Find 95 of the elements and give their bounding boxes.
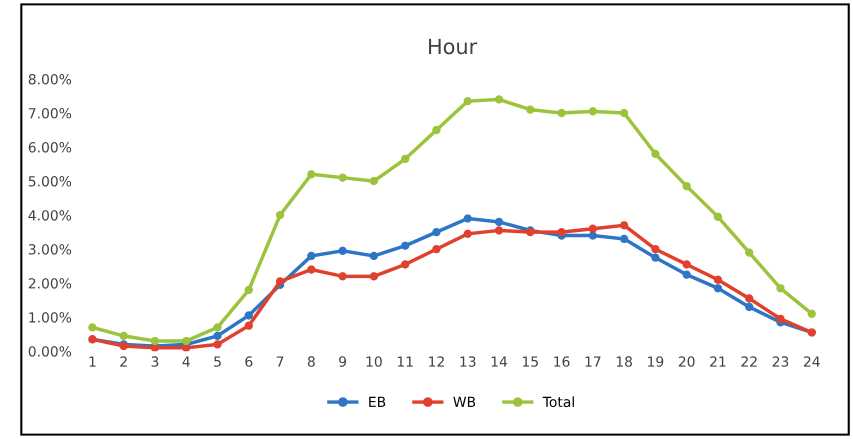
- point: [557, 228, 566, 236]
- point: [682, 270, 691, 279]
- point: [745, 294, 754, 303]
- point: [307, 170, 316, 178]
- point: [213, 340, 222, 349]
- x-tick-label: 11: [398, 356, 413, 367]
- point: [776, 284, 785, 292]
- x-tick-label: 12: [429, 356, 444, 367]
- point: [494, 218, 504, 226]
- point: [494, 95, 504, 104]
- point: [120, 332, 128, 340]
- point: [370, 252, 378, 260]
- point: [808, 310, 816, 318]
- point: [213, 323, 222, 332]
- point: [464, 214, 472, 223]
- x-tick-label: 6: [245, 356, 252, 367]
- point: [557, 108, 566, 118]
- y-tick-label: 1.00%: [29, 312, 72, 323]
- y-tick-label: 7.00%: [28, 108, 72, 119]
- point: [307, 265, 316, 274]
- x-tick-label: 10: [366, 356, 382, 367]
- point: [745, 248, 754, 257]
- chart-title: Hour: [429, 38, 478, 54]
- point: [370, 176, 378, 186]
- point: [745, 302, 754, 312]
- point: [182, 344, 190, 352]
- point: [714, 212, 722, 221]
- x-tick-label: 13: [460, 356, 476, 367]
- point: [776, 314, 785, 324]
- point: [338, 246, 347, 255]
- point: [244, 311, 253, 320]
- point: [588, 231, 597, 240]
- point: [432, 244, 441, 254]
- point: [401, 260, 410, 269]
- point: [401, 154, 410, 164]
- point: [651, 253, 660, 262]
- x-tick-label: 20: [678, 356, 695, 367]
- point: [307, 252, 316, 260]
- y-tick-label: 3.00%: [28, 244, 72, 255]
- point: [88, 323, 97, 332]
- x-tick-label: 14: [492, 356, 508, 367]
- point: [338, 272, 347, 281]
- point: [682, 182, 691, 190]
- point: [651, 150, 660, 158]
- x-tick-label: 7: [276, 356, 284, 367]
- point: [464, 230, 472, 238]
- point: [620, 108, 628, 118]
- point: [464, 96, 472, 106]
- x-tick-label: 19: [648, 356, 664, 367]
- point: [276, 210, 284, 220]
- point: [432, 228, 441, 236]
- y-tick-label: 6.00%: [28, 142, 72, 153]
- point: [213, 332, 222, 340]
- point: [714, 276, 722, 284]
- point: [401, 242, 410, 250]
- x-tick-label: 16: [554, 356, 570, 367]
- point: [150, 336, 160, 346]
- y-tick-label: 0.00%: [28, 346, 72, 357]
- point: [494, 226, 504, 235]
- x-tick-label: 23: [772, 356, 788, 367]
- legend-label: WB: [453, 396, 476, 407]
- y-tick-label: 5.00%: [28, 176, 72, 187]
- x-tick-label: 3: [152, 356, 158, 367]
- x-tick-label: 8: [308, 356, 315, 367]
- x-tick-label: 4: [182, 356, 190, 367]
- point: [714, 284, 722, 292]
- y-tick-label: 8.00%: [28, 74, 72, 84]
- x-tick-label: 15: [522, 356, 538, 367]
- point: [338, 174, 347, 182]
- point: [526, 105, 534, 114]
- point: [276, 277, 284, 286]
- x-tick-label: 18: [616, 356, 632, 367]
- x-tick-label: 24: [804, 356, 820, 367]
- y-tick-label: 4.00%: [28, 210, 72, 221]
- point: [620, 234, 628, 244]
- x-tick-label: 21: [710, 356, 726, 367]
- point: [244, 286, 253, 294]
- legend-label: Total: [542, 396, 574, 408]
- point: [651, 244, 660, 254]
- point: [682, 260, 691, 269]
- point: [432, 126, 441, 134]
- x-tick-label: 5: [214, 356, 221, 367]
- point: [588, 107, 597, 116]
- x-tick-label: 1: [90, 356, 96, 367]
- x-tick-label: 2: [120, 356, 127, 367]
- x-tick-label: 22: [741, 356, 757, 367]
- x-tick-label: 17: [586, 356, 600, 367]
- point: [620, 221, 628, 230]
- x-tick-label: 9: [339, 356, 346, 367]
- legend-label: EB: [369, 396, 386, 407]
- point: [244, 322, 253, 330]
- point: [370, 272, 378, 281]
- y-tick-label: 2.00%: [28, 278, 72, 289]
- point: [588, 224, 597, 233]
- point: [182, 336, 190, 346]
